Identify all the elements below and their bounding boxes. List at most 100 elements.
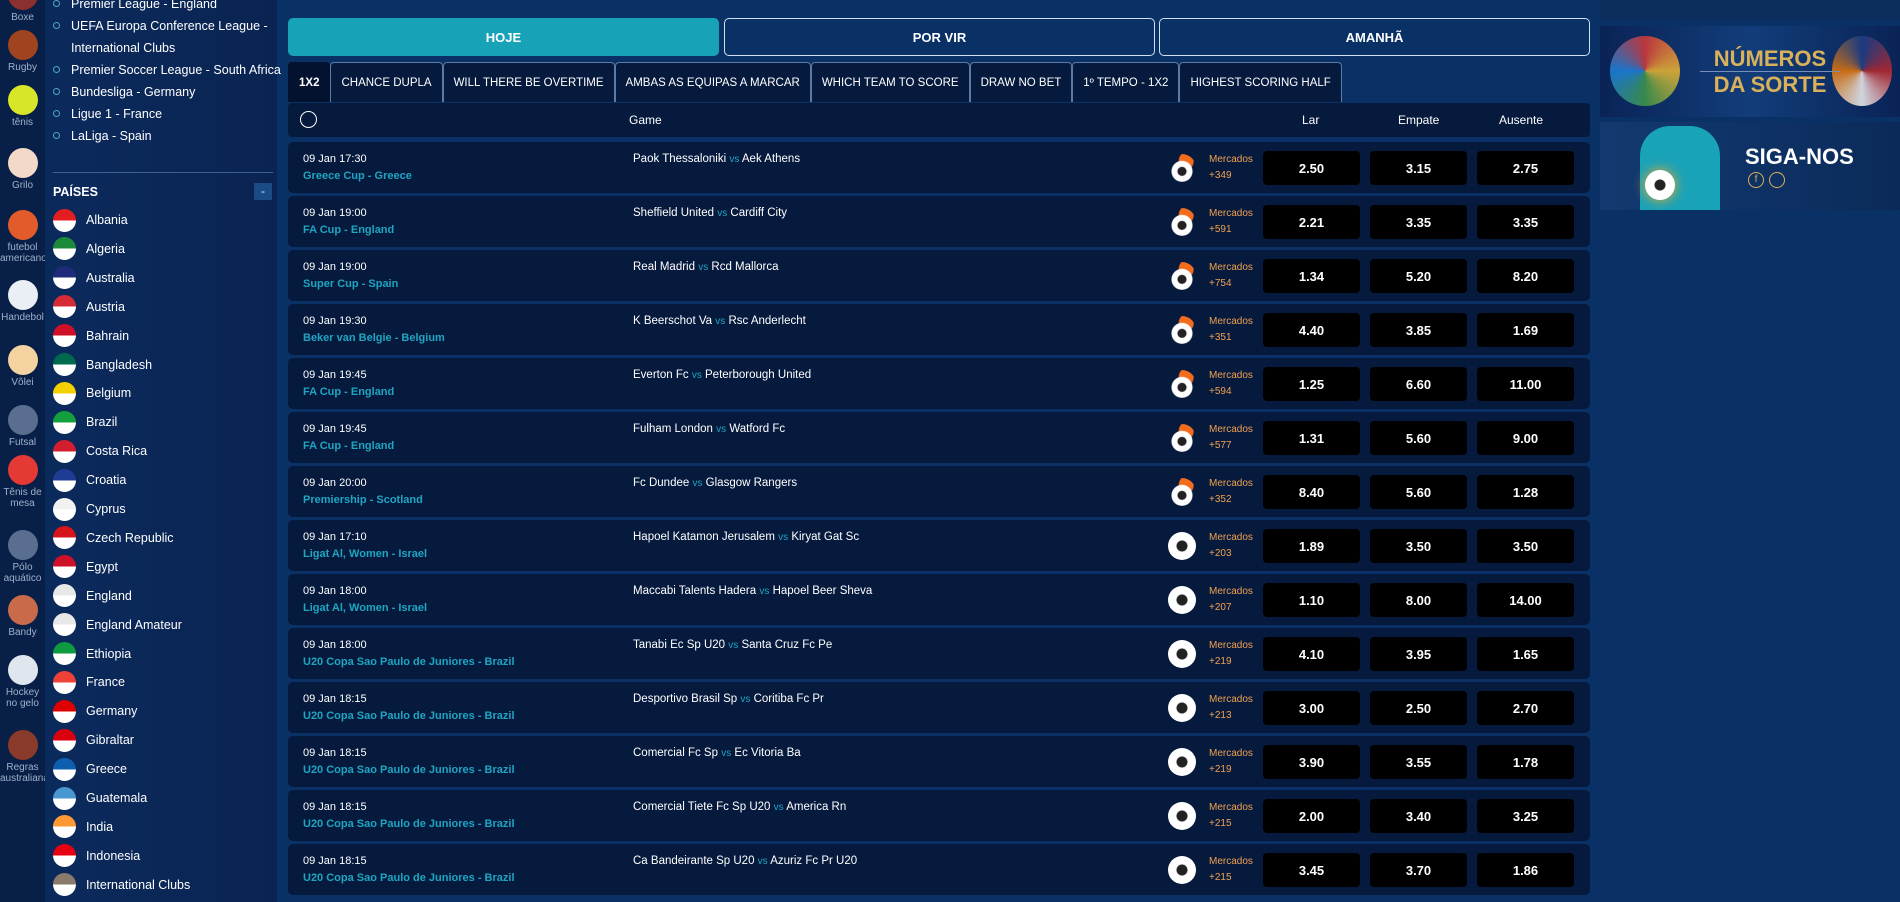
markets-link[interactable]: Mercados +215 xyxy=(1209,854,1253,886)
market-tab[interactable]: 1º TEMPO - 1X2 xyxy=(1072,62,1180,102)
country-item[interactable]: Germany xyxy=(53,699,137,723)
odd-away-button[interactable]: 3.35 xyxy=(1477,205,1574,239)
markets-link[interactable]: Mercados +203 xyxy=(1209,530,1253,562)
country-item[interactable]: Albania xyxy=(53,208,128,232)
match-teams[interactable]: Fc Dundee vs Glasgow Rangers xyxy=(633,477,797,489)
odd-home-button[interactable]: 2.00 xyxy=(1263,799,1360,833)
odd-away-button[interactable]: 14.00 xyxy=(1477,583,1574,617)
match-teams[interactable]: Tanabi Ec Sp U20 vs Santa Cruz Fc Pe xyxy=(633,639,832,651)
match-teams[interactable]: Real Madrid vs Rcd Mallorca xyxy=(633,261,779,273)
tab-hoje[interactable]: HOJE xyxy=(288,18,719,56)
odd-away-button[interactable]: 8.20 xyxy=(1477,259,1574,293)
match-teams[interactable]: Desportivo Brasil Sp vs Coritiba Fc Pr xyxy=(633,693,824,705)
markets-link[interactable]: Mercados +207 xyxy=(1209,584,1253,616)
match-league[interactable]: Ligat Al, Women - Israel xyxy=(303,548,428,560)
country-item[interactable]: England Amateur xyxy=(53,613,182,637)
follow-us-banner[interactable]: SIGA-NOS f xyxy=(1600,122,1900,210)
market-tab[interactable]: WHICH TEAM TO SCORE xyxy=(810,62,970,102)
odd-away-button[interactable]: 1.86 xyxy=(1477,853,1574,887)
odd-away-button[interactable]: 3.50 xyxy=(1477,529,1574,563)
country-item[interactable]: Gibraltar xyxy=(53,728,134,752)
odd-home-button[interactable]: 4.40 xyxy=(1263,313,1360,347)
odd-draw-button[interactable]: 3.95 xyxy=(1370,637,1467,671)
markets-link[interactable]: Mercados +577 xyxy=(1209,422,1253,454)
odd-away-button[interactable]: 1.78 xyxy=(1477,745,1574,779)
sport-item[interactable]: Handebol xyxy=(0,280,45,340)
market-tab[interactable]: AMBAS AS EQUIPAS A MARCAR xyxy=(614,62,811,102)
sport-item[interactable]: Vôlei xyxy=(0,345,45,405)
country-item[interactable]: Brazil xyxy=(53,410,117,434)
odd-draw-button[interactable]: 3.15 xyxy=(1370,151,1467,185)
odd-draw-button[interactable]: 3.55 xyxy=(1370,745,1467,779)
markets-link[interactable]: Mercados +352 xyxy=(1209,476,1253,508)
match-league[interactable]: U20 Copa Sao Paulo de Juniores - Brazil xyxy=(303,818,515,830)
country-item[interactable]: England xyxy=(53,584,132,608)
market-tab[interactable]: HIGHEST SCORING HALF xyxy=(1179,62,1342,102)
country-item[interactable]: Costa Rica xyxy=(53,439,147,463)
sport-item[interactable]: Hockey no gelo xyxy=(0,655,45,715)
sport-item[interactable]: tênis xyxy=(0,85,45,145)
odd-away-button[interactable]: 2.70 xyxy=(1477,691,1574,725)
odd-draw-button[interactable]: 8.00 xyxy=(1370,583,1467,617)
odd-away-button[interactable]: 3.25 xyxy=(1477,799,1574,833)
league-item[interactable]: LaLiga - Spain xyxy=(53,125,275,147)
facebook-icon[interactable]: f xyxy=(1748,172,1764,188)
tab-amanha[interactable]: AMANHÃ xyxy=(1159,18,1590,56)
odd-away-button[interactable]: 2.75 xyxy=(1477,151,1574,185)
sport-item[interactable]: futebol americano xyxy=(0,210,47,270)
odd-home-button[interactable]: 1.31 xyxy=(1263,421,1360,455)
match-teams[interactable]: Sheffield United vs Cardiff City xyxy=(633,207,787,219)
country-item[interactable]: Guatemala xyxy=(53,786,147,810)
match-league[interactable]: U20 Copa Sao Paulo de Juniores - Brazil xyxy=(303,710,515,722)
collapse-countries-button[interactable]: - xyxy=(254,183,272,200)
odd-away-button[interactable]: 11.00 xyxy=(1477,367,1574,401)
country-item[interactable]: Australia xyxy=(53,266,135,290)
sport-item[interactable]: Bandy xyxy=(0,595,45,655)
match-league[interactable]: FA Cup - England xyxy=(303,224,395,236)
odd-home-button[interactable]: 3.90 xyxy=(1263,745,1360,779)
markets-link[interactable]: Mercados +594 xyxy=(1209,368,1253,400)
match-teams[interactable]: Everton Fc vs Peterborough United xyxy=(633,369,811,381)
markets-link[interactable]: Mercados +349 xyxy=(1209,152,1253,184)
instagram-icon[interactable] xyxy=(1769,172,1785,188)
match-league[interactable]: U20 Copa Sao Paulo de Juniores - Brazil xyxy=(303,764,515,776)
match-league[interactable]: Greece Cup - Greece xyxy=(303,170,412,182)
country-item[interactable]: Croatia xyxy=(53,468,126,492)
odd-draw-button[interactable]: 5.60 xyxy=(1370,421,1467,455)
country-item[interactable]: Indonesia xyxy=(53,844,140,868)
odd-home-button[interactable]: 3.00 xyxy=(1263,691,1360,725)
match-teams[interactable]: Maccabi Talents Hadera vs Hapoel Beer Sh… xyxy=(633,585,872,597)
odd-home-button[interactable]: 4.10 xyxy=(1263,637,1360,671)
odd-draw-button[interactable]: 2.50 xyxy=(1370,691,1467,725)
country-item[interactable]: Czech Republic xyxy=(53,526,174,550)
lucky-numbers-banner[interactable]: NÚMEROS DA SORTE xyxy=(1600,26,1900,117)
sport-item[interactable]: Grilo xyxy=(0,148,45,208)
match-teams[interactable]: Comercial Tiete Fc Sp U20 vs America Rn xyxy=(633,801,846,813)
odd-home-button[interactable]: 2.21 xyxy=(1263,205,1360,239)
markets-link[interactable]: Mercados +219 xyxy=(1209,746,1253,778)
odd-away-button[interactable]: 1.28 xyxy=(1477,475,1574,509)
markets-link[interactable]: Mercados +215 xyxy=(1209,800,1253,832)
match-teams[interactable]: Hapoel Katamon Jerusalem vs Kiryat Gat S… xyxy=(633,531,859,543)
match-league[interactable]: Super Cup - Spain xyxy=(303,278,399,290)
country-item[interactable]: India xyxy=(53,815,113,839)
match-league[interactable]: U20 Copa Sao Paulo de Juniores - Brazil xyxy=(303,872,515,884)
country-item[interactable]: France xyxy=(53,670,125,694)
odd-home-button[interactable]: 8.40 xyxy=(1263,475,1360,509)
match-teams[interactable]: Fulham London vs Watford Fc xyxy=(633,423,785,435)
country-item[interactable]: Belgium xyxy=(53,381,131,405)
odd-home-button[interactable]: 1.25 xyxy=(1263,367,1360,401)
match-league[interactable]: FA Cup - England xyxy=(303,386,395,398)
match-league[interactable]: FA Cup - England xyxy=(303,440,395,452)
odd-home-button[interactable]: 1.89 xyxy=(1263,529,1360,563)
odd-home-button[interactable]: 1.34 xyxy=(1263,259,1360,293)
tab-por-vir[interactable]: POR VIR xyxy=(724,18,1155,56)
odd-draw-button[interactable]: 3.40 xyxy=(1370,799,1467,833)
country-item[interactable]: Algeria xyxy=(53,237,125,261)
market-tab[interactable]: DRAW NO BET xyxy=(969,62,1073,102)
markets-link[interactable]: Mercados +351 xyxy=(1209,314,1253,346)
league-item[interactable]: Premier League - England xyxy=(53,0,275,15)
odd-home-button[interactable]: 1.10 xyxy=(1263,583,1360,617)
markets-link[interactable]: Mercados +591 xyxy=(1209,206,1253,238)
match-teams[interactable]: Paok Thessaloniki vs Aek Athens xyxy=(633,153,800,165)
